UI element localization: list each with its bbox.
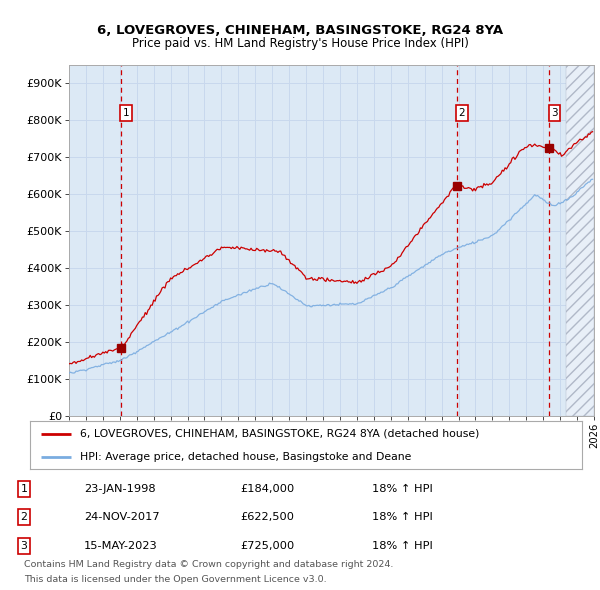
Text: 2: 2 bbox=[20, 512, 28, 522]
Text: 18% ↑ HPI: 18% ↑ HPI bbox=[372, 512, 433, 522]
Text: 3: 3 bbox=[20, 540, 28, 550]
Text: HPI: Average price, detached house, Basingstoke and Deane: HPI: Average price, detached house, Basi… bbox=[80, 452, 411, 462]
Text: Contains HM Land Registry data © Crown copyright and database right 2024.: Contains HM Land Registry data © Crown c… bbox=[24, 560, 394, 569]
Text: 6, LOVEGROVES, CHINEHAM, BASINGSTOKE, RG24 8YA (detached house): 6, LOVEGROVES, CHINEHAM, BASINGSTOKE, RG… bbox=[80, 429, 479, 439]
Bar bbox=[566, 65, 594, 416]
Text: 18% ↑ HPI: 18% ↑ HPI bbox=[372, 484, 433, 494]
Text: 6, LOVEGROVES, CHINEHAM, BASINGSTOKE, RG24 8YA: 6, LOVEGROVES, CHINEHAM, BASINGSTOKE, RG… bbox=[97, 24, 503, 37]
Text: 15-MAY-2023: 15-MAY-2023 bbox=[84, 540, 158, 550]
Text: 1: 1 bbox=[122, 108, 129, 118]
Text: 18% ↑ HPI: 18% ↑ HPI bbox=[372, 540, 433, 550]
Text: £622,500: £622,500 bbox=[240, 512, 294, 522]
Text: 1: 1 bbox=[20, 484, 28, 494]
Text: £184,000: £184,000 bbox=[240, 484, 294, 494]
Text: 23-JAN-1998: 23-JAN-1998 bbox=[84, 484, 155, 494]
Text: This data is licensed under the Open Government Licence v3.0.: This data is licensed under the Open Gov… bbox=[24, 575, 326, 584]
Text: 24-NOV-2017: 24-NOV-2017 bbox=[84, 512, 160, 522]
Text: 3: 3 bbox=[551, 108, 558, 118]
Text: Price paid vs. HM Land Registry's House Price Index (HPI): Price paid vs. HM Land Registry's House … bbox=[131, 37, 469, 50]
Text: 2: 2 bbox=[458, 108, 465, 118]
Text: £725,000: £725,000 bbox=[240, 540, 294, 550]
